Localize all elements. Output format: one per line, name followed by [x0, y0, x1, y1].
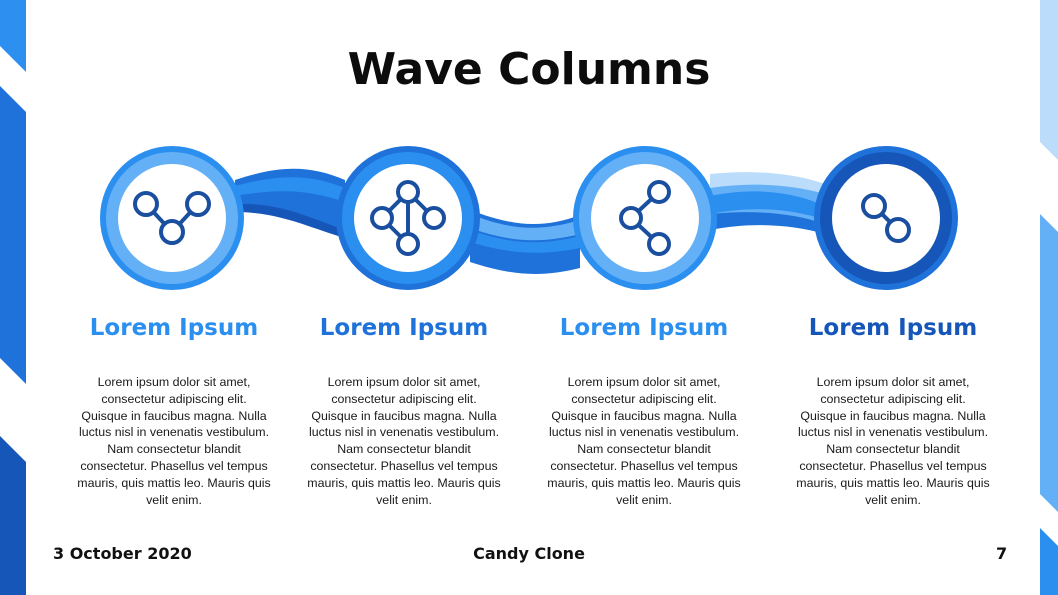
- slide-title: Wave Columns: [347, 44, 711, 95]
- left-stripe-bottom: [0, 436, 26, 595]
- left-stripe-top: [0, 0, 26, 72]
- footer-author: Candy Clone: [473, 544, 585, 563]
- share-nodes-v-icon: [133, 191, 211, 245]
- circle-1: [100, 146, 244, 290]
- network-nodes-icon: [370, 180, 446, 256]
- column-2-body: Lorem ipsum dolor sit amet, consectetur …: [307, 375, 501, 507]
- wave-segment-2: [470, 210, 580, 274]
- right-stripe-light: [1040, 0, 1058, 160]
- column-3-body: Lorem ipsum dolor sit amet, consectetur …: [547, 375, 741, 507]
- right-stripe-bottom: [1040, 528, 1058, 595]
- left-stripe-mid: [0, 86, 26, 384]
- column-1: Lorem Ipsum Lorem ipsum dolor sit amet, …: [59, 310, 289, 508]
- link-nodes-icon: [861, 193, 911, 243]
- share-icon: [619, 180, 671, 256]
- wave-segment-3: [710, 172, 825, 234]
- column-3: Lorem Ipsum Lorem ipsum dolor sit amet, …: [529, 310, 759, 508]
- column-4-body: Lorem ipsum dolor sit amet, consectetur …: [796, 375, 990, 507]
- column-2-title: Lorem Ipsum: [319, 315, 489, 341]
- column-1-body: Lorem ipsum dolor sit amet, consectetur …: [77, 375, 271, 507]
- footer-date: 3 October 2020: [53, 544, 192, 563]
- column-1-title: Lorem Ipsum: [89, 315, 259, 341]
- footer-page-number: 7: [996, 544, 1008, 563]
- wave-band: [100, 146, 958, 290]
- circle-3: [573, 146, 717, 290]
- column-4-title: Lorem Ipsum: [808, 315, 978, 341]
- column-2: Lorem Ipsum Lorem ipsum dolor sit amet, …: [289, 310, 519, 508]
- column-3-title: Lorem Ipsum: [559, 315, 729, 341]
- right-stripe-mid: [1040, 214, 1058, 512]
- column-4: Lorem Ipsum Lorem ipsum dolor sit amet, …: [778, 310, 1008, 508]
- wave-segment-1: [235, 168, 345, 238]
